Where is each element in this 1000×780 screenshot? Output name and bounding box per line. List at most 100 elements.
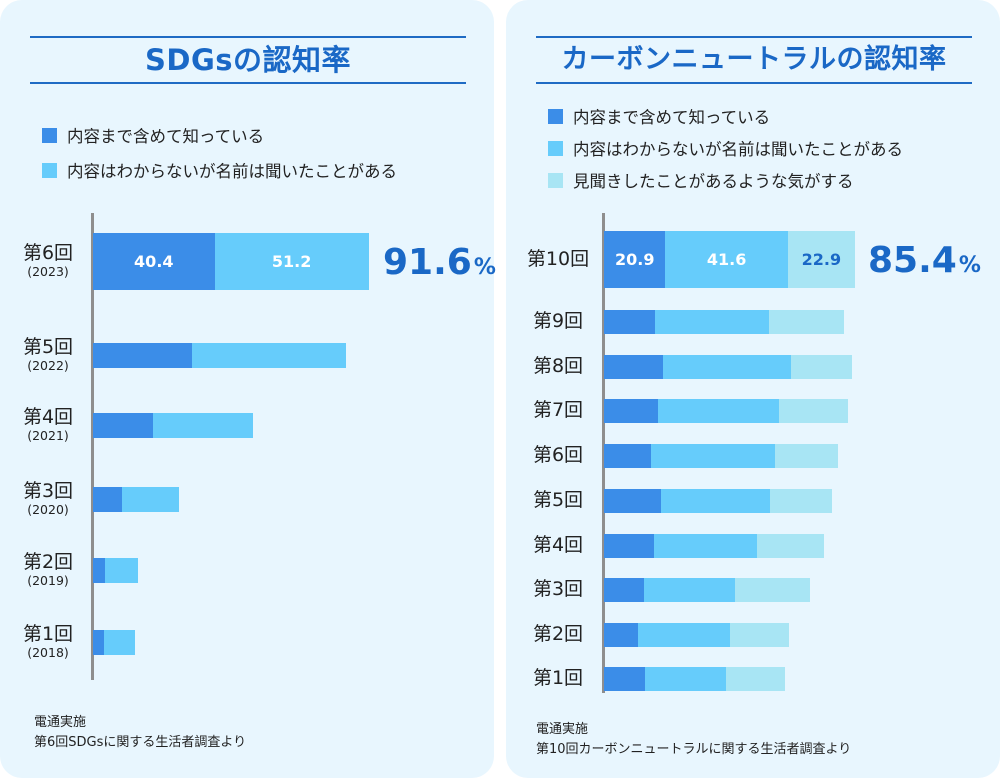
category-name: 第5回 [22, 335, 74, 358]
legend-swatch-detailed [548, 108, 563, 124]
bar-segment [730, 623, 790, 647]
category-label: 第3回 [520, 580, 596, 599]
category-year: (2021) [27, 427, 69, 443]
bar-segment [192, 343, 346, 368]
category-name: 第2回 [532, 623, 584, 645]
carbon-source-note: 電通実施 第10回カーボンニュートラルに関する生活者調査より [536, 720, 851, 760]
bar-segment [655, 310, 769, 334]
legend-label: 内容はわからないが名前は聞いたことがある [67, 162, 397, 181]
bar-segment [787, 231, 856, 288]
bar-segment [604, 444, 652, 468]
carbon-legend-item-detailed: 内容まで含めて知っている [548, 104, 770, 128]
category-label: 第4回 [520, 536, 596, 555]
legend-swatch-name-only [548, 140, 563, 156]
bar-segment [778, 399, 848, 423]
data-label: 20.9 [614, 250, 655, 269]
carbon-total-unit: % [958, 253, 981, 278]
category-year: (2022) [27, 357, 69, 373]
category-label: 第7回 [520, 401, 596, 420]
carbon-total-value: 85.4 [868, 240, 957, 281]
bar-segment [604, 578, 644, 602]
category-year: (2023) [27, 263, 69, 279]
bar-segment [653, 534, 757, 558]
bar-segment [93, 413, 154, 438]
sdgs-axis-line [91, 213, 94, 680]
bar-segment [662, 355, 791, 379]
sdgs-legend-item-name-only: 内容はわからないが名前は聞いたことがある [42, 158, 397, 182]
legend-label: 内容はわからないが名前は聞いたことがある [573, 140, 903, 159]
carbon-axis-line [602, 213, 605, 693]
data-label: 41.6 [706, 250, 747, 269]
bar-segment [645, 667, 726, 691]
legend-label: 内容まで含めて知っている [67, 127, 265, 146]
category-label: 第2回 (2019) [8, 550, 88, 588]
source-line: 電通実施 [536, 722, 589, 737]
bar-segment [93, 487, 122, 512]
category-label: 第9回 [520, 312, 596, 331]
category-label: 第1回 (2018) [8, 622, 88, 660]
carbon-legend-item-vague: 見聞きしたことがあるような気がする [548, 168, 854, 192]
sdgs-total-value: 91.6 [383, 242, 472, 283]
source-line: 第10回カーボンニュートラルに関する生活者調査より [536, 742, 852, 757]
category-year: (2018) [27, 644, 69, 660]
bar-segment [604, 489, 662, 513]
bar-segment [105, 558, 139, 583]
category-label: 第8回 [520, 357, 596, 376]
carbon-chart-title: カーボンニュートラルの認知率 [536, 36, 972, 84]
bar-segment [153, 413, 253, 438]
bar-segment [774, 444, 838, 468]
category-label: 第1回 [520, 669, 596, 688]
category-name: 第10回 [526, 247, 590, 270]
bar-segment [604, 231, 666, 288]
carbon-legend-item-name-only: 内容はわからないが名前は聞いたことがある [548, 136, 903, 160]
bar-segment [734, 578, 810, 602]
category-name: 第4回 [22, 405, 74, 428]
bar-segment [637, 623, 731, 647]
category-name: 第4回 [532, 534, 584, 556]
category-year: (2020) [27, 501, 69, 517]
category-name: 第6回 [532, 444, 584, 466]
category-label: 第4回 (2021) [8, 405, 88, 443]
legend-label: 内容まで含めて知っている [573, 108, 771, 127]
category-label: 第6回 [520, 446, 596, 465]
bar-segment [726, 667, 785, 691]
bar-segment [651, 444, 775, 468]
legend-swatch-vague [548, 172, 563, 188]
sdgs-total-unit: % [473, 255, 496, 280]
category-name: 第2回 [22, 550, 74, 573]
category-label: 第2回 [520, 625, 596, 644]
category-label: 第3回 (2020) [8, 481, 88, 517]
bar-segment [93, 558, 106, 583]
bar-segment [768, 310, 844, 334]
bar-segment [93, 233, 215, 290]
category-label: 第5回 (2022) [8, 335, 88, 373]
bar-segment [770, 489, 832, 513]
legend-swatch-detailed [42, 127, 57, 143]
category-name: 第1回 [22, 622, 74, 645]
source-line: 第6回SDGsに関する生活者調査より [34, 735, 247, 750]
bar-segment [661, 489, 771, 513]
data-label: 40.4 [134, 252, 174, 271]
bar-segment [604, 399, 659, 423]
data-label: 51.2 [271, 252, 312, 271]
bar-segment [604, 667, 646, 691]
bar-segment [604, 534, 654, 558]
data-label: 22.9 [801, 250, 842, 269]
legend-label: 見聞きしたことがあるような気がする [573, 172, 854, 191]
sdgs-source-note: 電通実施 第6回SDGsに関する生活者調査より [34, 713, 246, 753]
carbon-total-label: 85.4% [868, 243, 981, 279]
bar-segment [658, 399, 779, 423]
category-label: 第6回 (2023) [8, 243, 88, 279]
sdgs-legend-item-detailed: 内容まで含めて知っている [42, 123, 264, 147]
sdgs-total-label: 91.6% [383, 245, 496, 281]
bar-segment [756, 534, 825, 558]
bar-segment [121, 487, 179, 512]
category-name: 第8回 [532, 355, 584, 377]
category-name: 第3回 [532, 578, 584, 600]
carbon-panel: カーボンニュートラルの認知率 内容まで含めて知っている 内容はわからないが名前は… [506, 0, 1000, 778]
source-line: 電通実施 [34, 715, 87, 730]
category-label: 第5回 [520, 491, 596, 510]
sdgs-panel: SDGsの認知率 内容まで含めて知っている 内容はわからないが名前は聞いたことが… [0, 0, 496, 778]
category-name: 第7回 [532, 399, 584, 421]
bar-segment [93, 343, 193, 368]
